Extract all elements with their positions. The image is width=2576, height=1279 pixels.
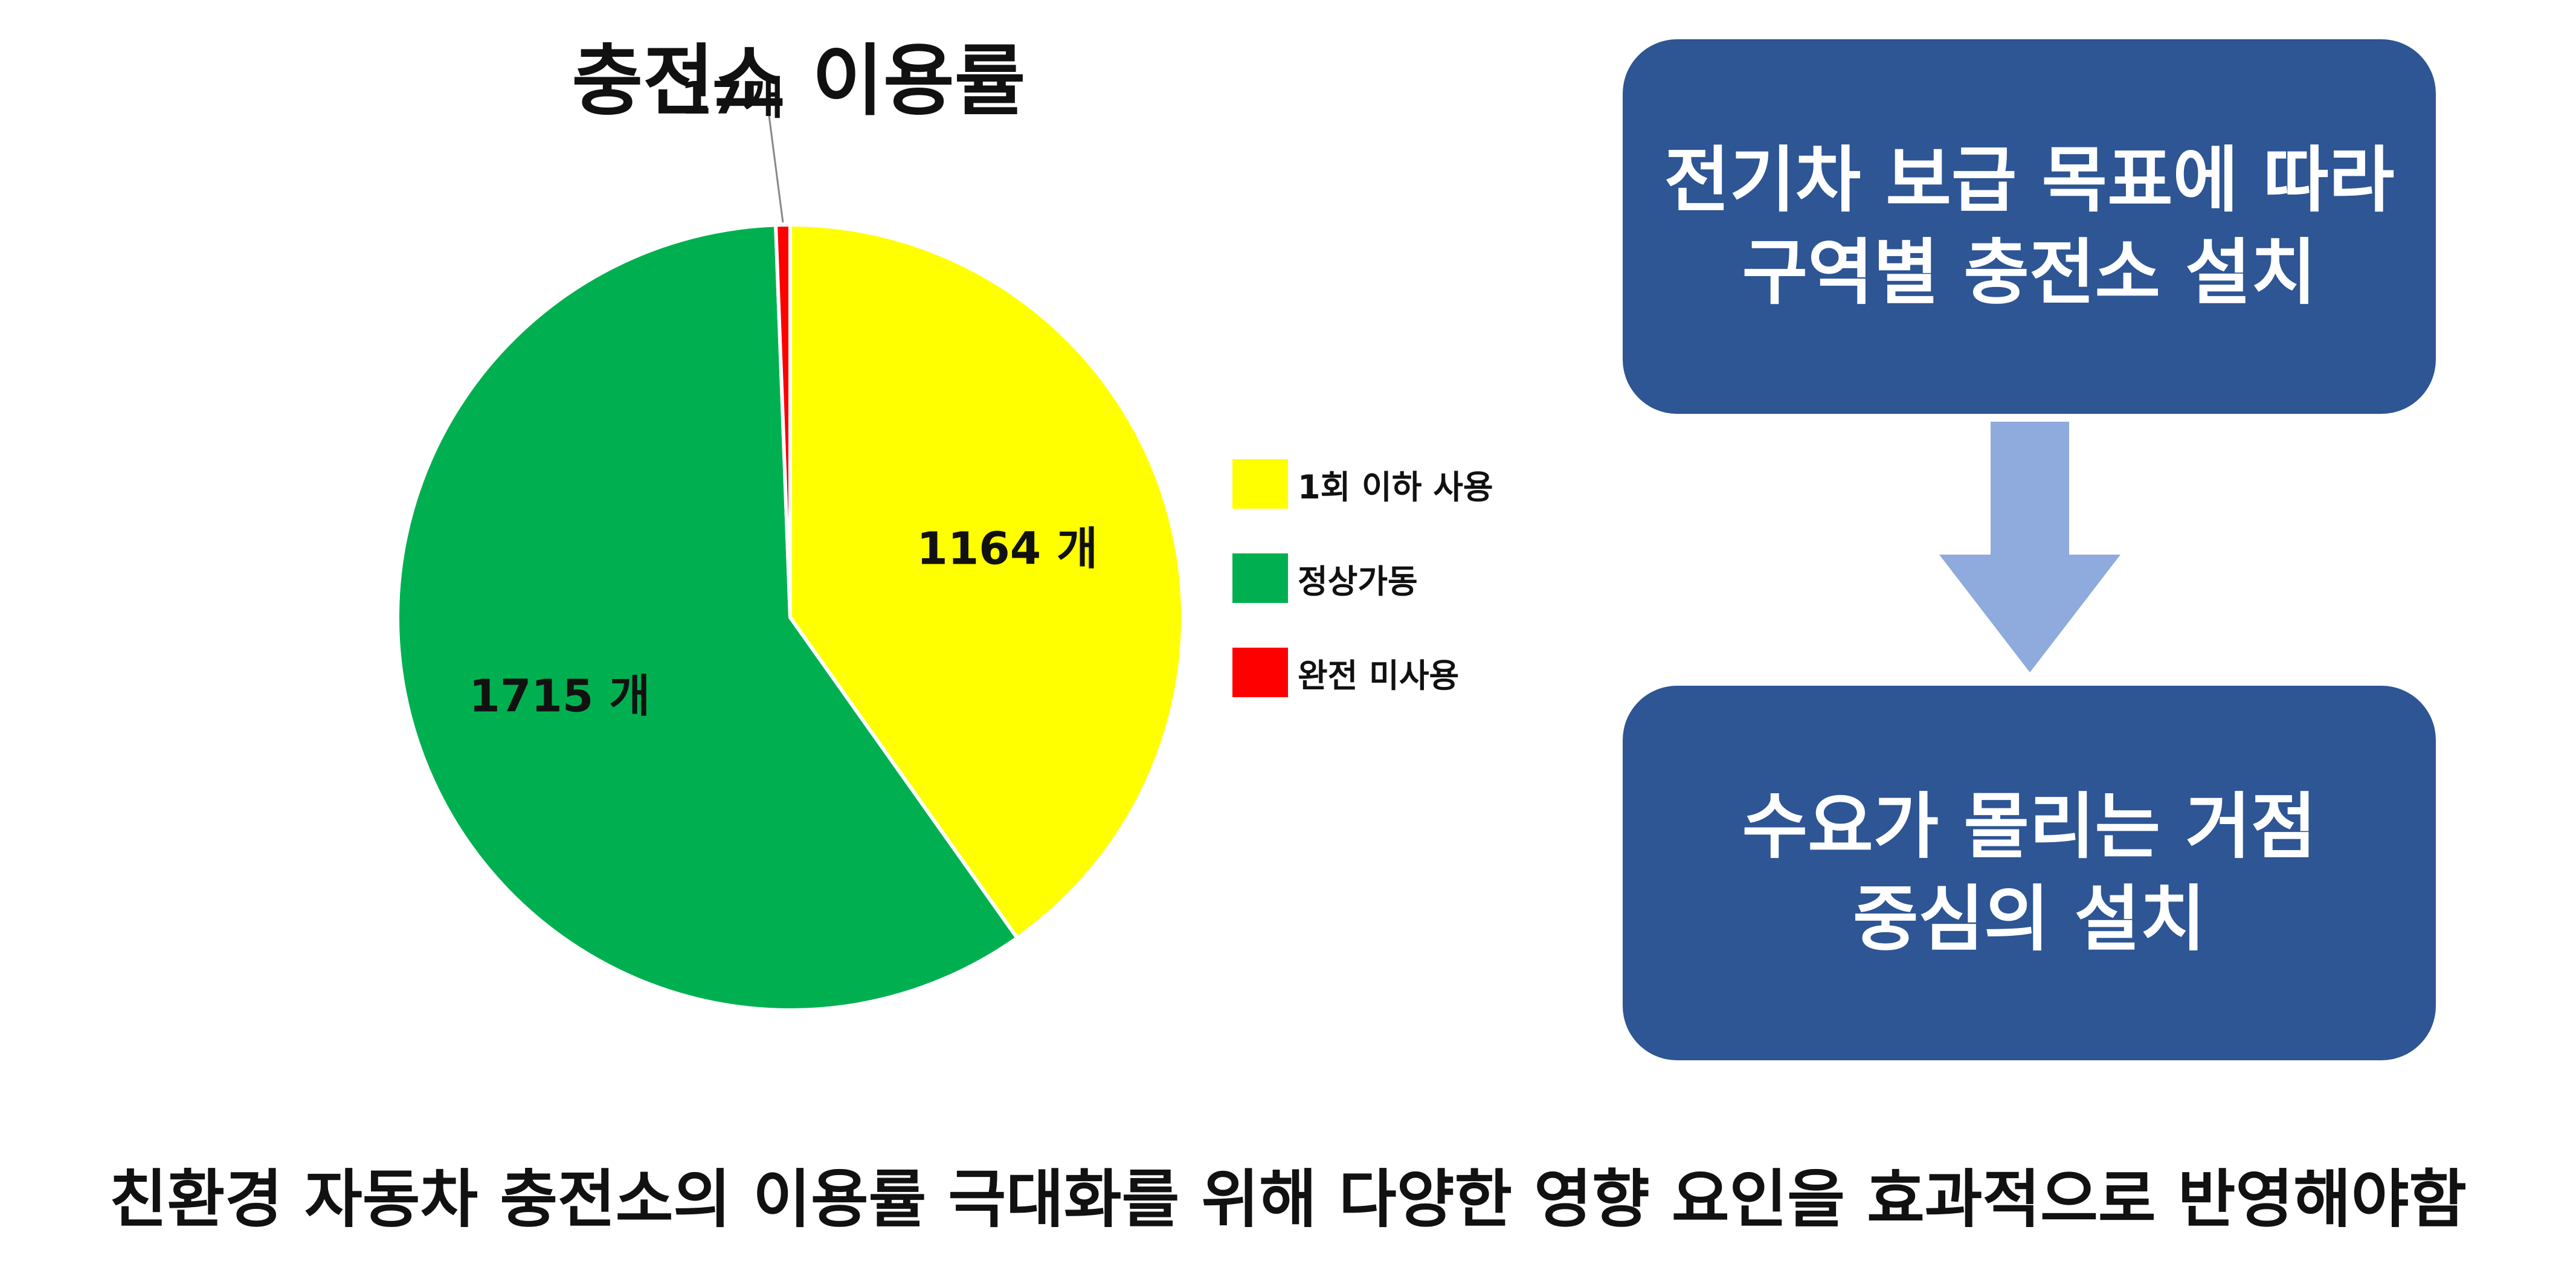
- legend-swatch-normal: [1232, 553, 1288, 603]
- flow-box-proposed-line2: 중심의 설치: [1853, 877, 2206, 961]
- pie-slice-unused: [773, 222, 792, 618]
- flow-box-current: 전기차 보급 목표에 따라 구역별 충전소 설치: [1623, 39, 2436, 414]
- legend-item-low-use: 1회 이하 사용: [1232, 459, 1493, 509]
- flow-box-proposed: 수요가 몰리는 거점 중심의 설치: [1623, 686, 2436, 1060]
- pie-slice-low-use: [788, 222, 1185, 941]
- unused-leader-line: [767, 109, 784, 223]
- flow-box-proposed-line1: 수요가 몰리는 거점: [1742, 784, 2317, 868]
- down-arrow-icon: [1939, 422, 2120, 672]
- data-label-low-use: 1164 개: [916, 523, 1098, 575]
- legend-item-normal: 정상가동: [1232, 553, 1493, 603]
- legend-label-normal: 정상가동: [1298, 562, 1418, 601]
- legend-item-unused: 완전 미사용: [1232, 648, 1493, 697]
- data-label-unused: 17개: [680, 72, 784, 124]
- legend-label-unused: 완전 미사용: [1298, 656, 1460, 695]
- flow-box-current-line2: 구역별 충전소 설치: [1742, 231, 2317, 314]
- legend-swatch-low-use: [1232, 459, 1288, 509]
- legend: 1회 이하 사용 정상가동 완전 미사용: [1232, 459, 1493, 742]
- legend-swatch-unused: [1232, 648, 1288, 697]
- legend-label-low-use: 1회 이하 사용: [1298, 468, 1493, 506]
- chart-title: 충전소 이용률: [572, 36, 1026, 126]
- footer-conclusion: 친환경 자동차 충전소의 이용률 극대화를 위해 다양한 영향 요인을 효과적으…: [109, 1162, 2467, 1236]
- data-label-normal: 1715 개: [469, 670, 650, 722]
- flow-box-current-line1: 전기차 보급 목표에 따라: [1664, 138, 2395, 222]
- pie-slice-normal: [395, 223, 1020, 1012]
